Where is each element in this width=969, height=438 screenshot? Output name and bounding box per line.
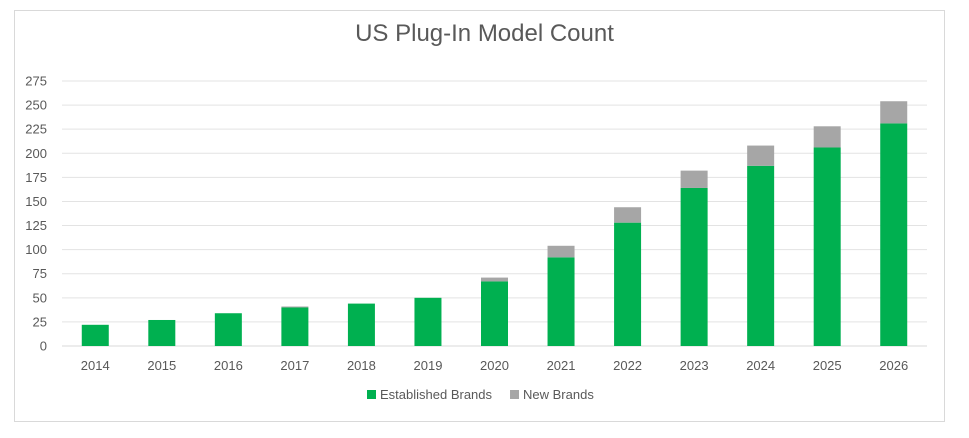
x-tick-label: 2015 (147, 358, 176, 373)
x-tick-label: 2022 (613, 358, 642, 373)
chart-area (14, 10, 945, 422)
y-tick-label: 225 (25, 122, 47, 137)
y-tick-label: 50 (33, 290, 47, 305)
y-tick-label: 200 (25, 146, 47, 161)
x-tick-label: 2018 (347, 358, 376, 373)
bar-new-2026 (880, 101, 908, 124)
x-tick-label: 2024 (746, 358, 775, 373)
legend-swatch (510, 390, 520, 399)
bar-established-2021 (547, 257, 575, 346)
gridlines (62, 80, 927, 347)
bar-established-2023 (680, 187, 708, 346)
bar-new-2023 (680, 170, 708, 188)
bar-established-2026 (880, 123, 908, 347)
bar-established-2014 (81, 324, 109, 346)
x-axis-tick-labels: 2014 2015 2016 2017 2018 2019 2020 2021 2022 2023… (81, 358, 908, 373)
y-tick-label: 175 (25, 170, 47, 185)
y-tick-label: 100 (25, 242, 47, 257)
legend-label: New Brands (523, 387, 594, 402)
x-tick-label: 2021 (547, 358, 576, 373)
bar-established-2022 (614, 222, 642, 346)
y-tick-label: 275 (25, 74, 47, 89)
x-tick-label: 2016 (214, 358, 243, 373)
x-tick-label: 2026 (879, 358, 908, 373)
chart-title: US Plug-In Model Count (355, 20, 614, 47)
y-tick-label: 150 (25, 194, 47, 209)
bar-established-2025 (813, 147, 841, 346)
bars (81, 101, 908, 347)
x-tick-label: 2025 (813, 358, 842, 373)
x-tick-label: 2014 (81, 358, 110, 373)
x-tick-label: 2017 (280, 358, 309, 373)
bar-established-2024 (747, 165, 775, 346)
bar-new-2021 (547, 245, 575, 258)
y-axis-tick-labels: 0 25 50 75 100 125 150 175 200 225 250 275 (25, 74, 47, 354)
bar-new-2020 (481, 277, 508, 282)
bar-established-2015 (148, 319, 176, 346)
x-tick-label: 2023 (680, 358, 709, 373)
bar-new-2024 (747, 145, 775, 166)
y-tick-label: 125 (25, 218, 47, 233)
y-tick-label: 25 (33, 314, 47, 329)
bar-new-2022 (614, 207, 642, 223)
bar-established-2016 (214, 313, 242, 346)
legend-label: Established Brands (380, 387, 493, 402)
x-tick-label: 2020 (480, 358, 509, 373)
bar-established-2018 (347, 303, 375, 346)
y-tick-label: 250 (25, 98, 47, 113)
legend: Established Brands New Brands (367, 387, 594, 402)
legend-swatch (367, 390, 376, 399)
bar-new-2025 (813, 126, 841, 148)
bar-established-2019 (414, 297, 442, 346)
bar-new-2017 (281, 306, 309, 308)
y-tick-label: 75 (33, 266, 47, 281)
x-tick-label: 2019 (414, 358, 443, 373)
y-tick-label: 0 (40, 339, 47, 354)
bar-established-2017 (281, 307, 309, 346)
bar-established-2020 (481, 281, 508, 346)
